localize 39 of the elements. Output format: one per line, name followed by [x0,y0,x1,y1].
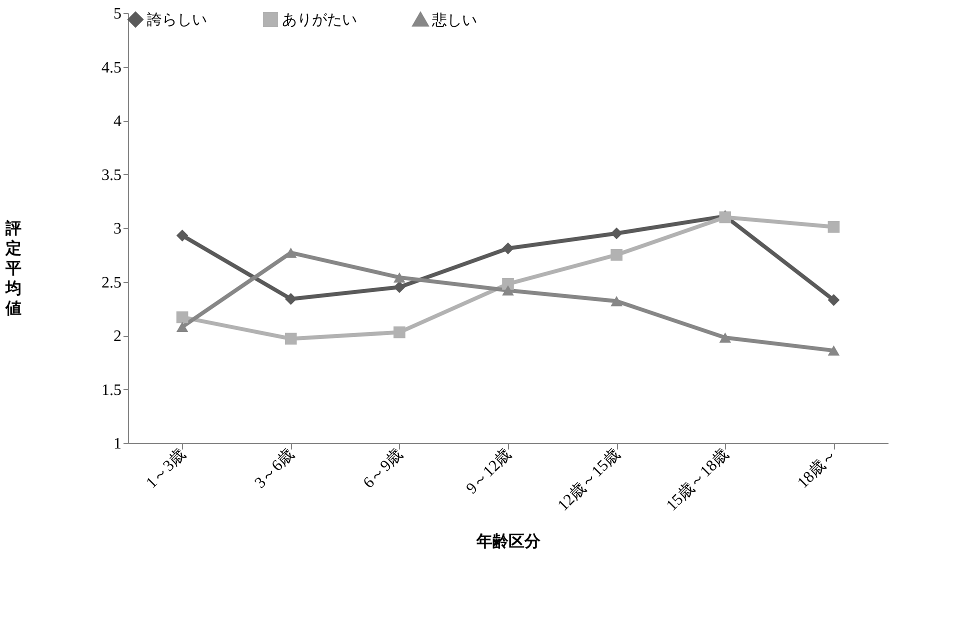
point [176,311,188,324]
x-axis-title: 年齢区分 [476,532,542,551]
legend-label: 誇らしい [147,10,207,29]
point [610,227,622,240]
point [284,293,297,305]
point [394,326,406,338]
x-tick-label: 9～12歳 [462,445,515,498]
legend-label: ありがたい [282,10,357,29]
point [394,281,406,294]
point [284,332,297,345]
x-tick-label: 6～9歳 [360,445,406,492]
y-tick-label: 4 [114,113,122,130]
point [610,296,622,306]
point [502,285,514,296]
legend-label: 悲しい [431,10,477,29]
y-tick-label: 5 [114,6,122,22]
point [828,221,840,233]
point [502,278,514,290]
y-tick-label: 1.5 [102,382,122,399]
point [828,345,840,356]
point [828,294,840,306]
point [610,248,622,261]
y-tick-label: 3 [114,220,122,238]
point [502,242,514,254]
x-tick-label: 1～3歳 [142,445,190,492]
x-tick-label: 3～6歳 [251,445,298,492]
point [394,272,406,283]
y-tick-label: 2 [114,328,122,345]
y-axis-title: 評定平均値 [4,218,22,318]
x-tick-label: 18歳～ [794,445,841,492]
x-tick-label: 15歳～18歳 [662,445,732,514]
point [176,230,188,242]
x-tick-label: 12歳～15歳 [554,445,624,514]
point [719,332,732,343]
y-tick-label: 2.5 [102,274,122,292]
y-tick-label: 1 [114,436,122,452]
point [176,322,188,332]
y-tick-label: 4.5 [102,59,122,76]
y-tick-label: 3.5 [102,166,122,184]
